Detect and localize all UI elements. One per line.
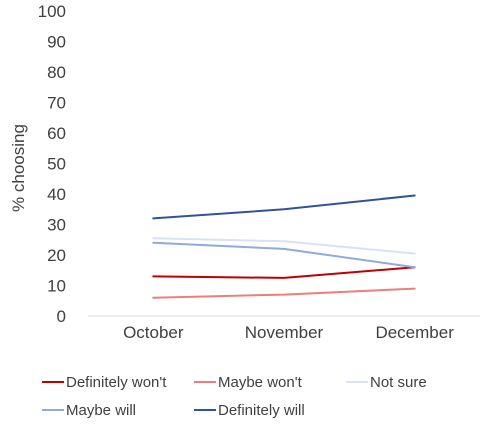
series-lines: [152, 194, 416, 299]
x-tick-label: November: [245, 323, 324, 342]
legend-label: Definitely won't: [66, 374, 167, 391]
y-tick-label: 30: [47, 216, 66, 235]
legend-label: Not sure: [370, 374, 427, 391]
y-tick-label: 70: [47, 94, 66, 113]
x-tick-labels: October November December: [123, 323, 454, 342]
series-line-4: [152, 194, 416, 220]
y-tick-label: 40: [47, 185, 66, 204]
y-tick-label: 10: [47, 277, 66, 296]
y-tick-label: 60: [47, 124, 66, 143]
legend-item: Not sure: [346, 374, 427, 391]
y-tick-label: 90: [47, 33, 66, 52]
y-tick-label: 20: [47, 246, 66, 265]
x-tick-label: December: [375, 323, 454, 342]
y-tick-label: 50: [47, 155, 66, 174]
legend-label: Definitely will: [218, 402, 305, 419]
series-line-1: [152, 287, 416, 299]
y-tick-labels: 0 10 20 30 40 50 60 70 80 90 100: [38, 2, 66, 326]
series-line-3: [152, 241, 416, 269]
series-line-0: [152, 266, 416, 279]
y-axis-title: % choosing: [9, 124, 28, 212]
legend-item: Maybe won't: [194, 374, 303, 391]
legend-item: Definitely won't: [42, 374, 167, 391]
legend-label: Maybe will: [66, 402, 136, 419]
y-tick-label: 80: [47, 63, 66, 82]
series-line-2: [152, 237, 416, 255]
legend: Definitely won't Maybe won't Not sure Maybe…: [42, 374, 427, 419]
legend-item: Maybe will: [42, 402, 136, 419]
y-tick-label: 0: [57, 307, 66, 326]
legend-item: Definitely will: [194, 402, 305, 419]
y-tick-label: 100: [38, 2, 66, 21]
legend-label: Maybe won't: [218, 374, 303, 391]
x-tick-label: October: [123, 323, 184, 342]
